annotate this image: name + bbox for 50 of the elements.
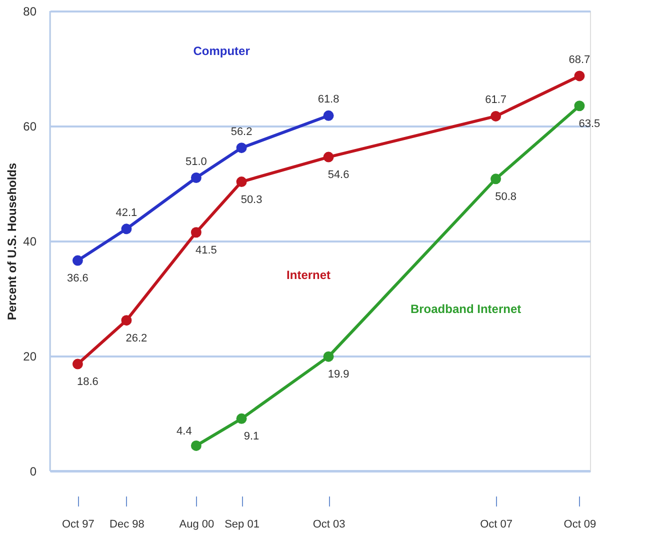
x-tick-label: Oct 97 [62,518,94,530]
x-tick-label: Oct 07 [480,518,512,530]
data-label: 42.1 [116,206,138,219]
data-label: 36.6 [66,272,88,285]
data-label: 19.9 [328,368,350,381]
y-axis-title: Percent of U.S. Households [5,162,20,320]
data-label: 50.8 [495,190,516,203]
point [190,227,202,238]
data-label: 63.5 [578,118,600,130]
point [490,174,502,184]
data-label: 61.8 [318,94,340,106]
series-label: Broadband Internet [410,302,522,316]
data-label: 56.2 [230,126,252,138]
data-label: 54.6 [328,169,350,182]
x-tick-label: Sep 01 [224,518,260,530]
point [190,172,202,183]
data-label: 26.2 [126,332,148,344]
point [121,224,132,234]
y-tick-label: 60 [23,120,37,134]
data-label: 50.3 [240,194,262,206]
point [190,440,202,451]
point [72,255,83,266]
point [323,152,334,162]
point [72,358,83,370]
point [121,315,132,326]
x-tick-label: Oct 09 [564,518,596,530]
y-tick-label: 20 [23,350,37,364]
data-label: 51.0 [185,156,207,168]
point [490,110,502,122]
x-tick-label: Dec 98 [110,518,144,530]
data-label: 18.6 [76,376,98,388]
point [323,351,334,362]
point [574,70,585,82]
data-label: 9.1 [244,430,260,443]
y-tick-label: 40 [23,234,37,248]
point [236,142,247,154]
point [574,100,585,112]
text: Internet [286,268,331,282]
data-label: 68.7 [568,54,590,66]
y-tick-label: 80 [23,4,37,18]
data-label: 61.7 [485,94,506,106]
data-label: 4.4 [176,426,192,438]
text: Computer [193,44,250,58]
point [323,110,334,121]
point [236,413,247,424]
x-tick-label: Aug 00 [179,518,214,530]
point [236,176,247,188]
y-tick-label: 0 [30,464,37,478]
x-tick-label: Oct 03 [312,518,346,530]
data-label: 41.5 [195,244,217,256]
